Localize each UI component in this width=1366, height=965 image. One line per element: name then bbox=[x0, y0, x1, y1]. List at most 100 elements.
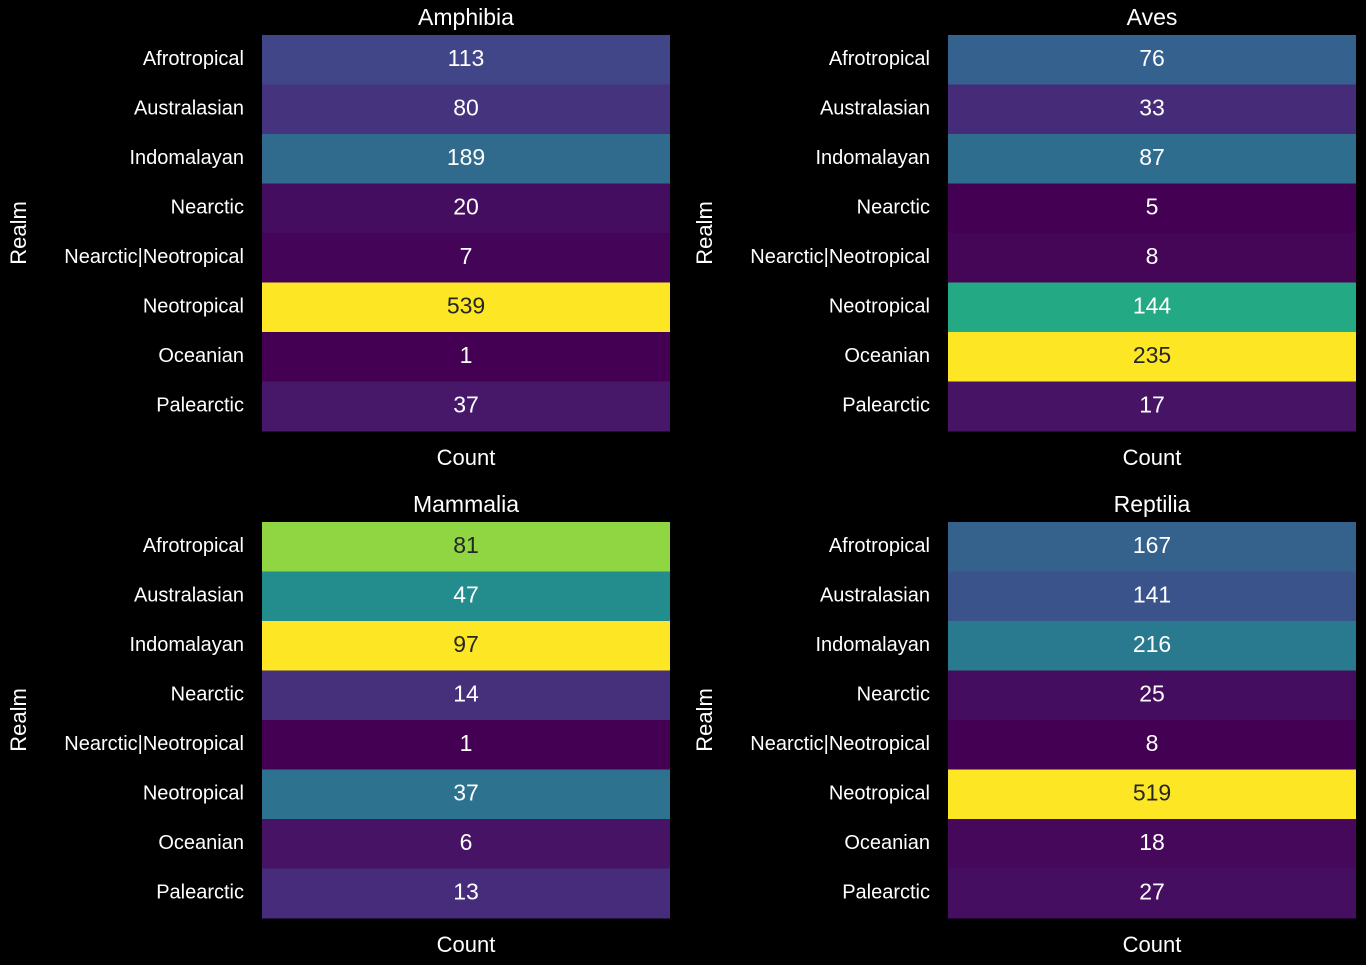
y-tick-label: Indomalayan bbox=[129, 147, 244, 169]
heatmap-panel: Mammalia Count Realm 81 Afrotropical 47 Austra… bbox=[6, 491, 670, 957]
y-tick-label: Oceanian bbox=[844, 345, 930, 367]
cell-value: 1 bbox=[460, 730, 473, 756]
cell-value: 6 bbox=[460, 829, 473, 855]
heatmap-cell bbox=[262, 670, 670, 721]
y-axis-label: Realm bbox=[692, 688, 717, 752]
heatmap-cell bbox=[948, 868, 1356, 919]
cell-value: 235 bbox=[1133, 342, 1171, 368]
y-tick-label: Afrotropical bbox=[829, 535, 930, 557]
cell-value: 167 bbox=[1133, 532, 1171, 558]
y-tick-label: Palearctic bbox=[156, 882, 244, 904]
y-tick-label: Oceanian bbox=[158, 345, 244, 367]
heatmap-cell bbox=[262, 720, 670, 770]
y-tick-label: Nearctic|Neotropical bbox=[64, 733, 244, 755]
heatmap-cell bbox=[948, 35, 1356, 85]
heatmap-cell bbox=[262, 522, 670, 572]
panel-title: Aves bbox=[1127, 4, 1178, 30]
heatmap-cell bbox=[262, 183, 670, 234]
cell-value: 189 bbox=[447, 144, 485, 170]
cell-value: 13 bbox=[453, 878, 479, 904]
y-tick-label: Afrotropical bbox=[829, 48, 930, 70]
heatmap-cell bbox=[262, 134, 670, 184]
heatmap-cell bbox=[948, 769, 1356, 820]
heatmap-cell bbox=[262, 282, 670, 333]
cell-value: 7 bbox=[460, 243, 473, 269]
heatmap-cell bbox=[262, 868, 670, 919]
y-tick-label: Neotropical bbox=[143, 783, 244, 805]
heatmap-cell bbox=[948, 720, 1356, 770]
y-axis-label: Realm bbox=[6, 201, 31, 265]
cell-value: 27 bbox=[1139, 878, 1165, 904]
y-tick-label: Afrotropical bbox=[143, 48, 244, 70]
cell-value: 37 bbox=[453, 391, 479, 417]
y-tick-label: Indomalayan bbox=[129, 634, 244, 656]
cell-value: 20 bbox=[453, 193, 479, 219]
y-tick-label: Australasian bbox=[134, 98, 244, 120]
cell-value: 5 bbox=[1146, 193, 1159, 219]
heatmap-cell bbox=[948, 183, 1356, 234]
y-tick-label: Nearctic|Neotropical bbox=[64, 246, 244, 268]
cell-value: 18 bbox=[1139, 829, 1165, 855]
heatmap-cell bbox=[948, 332, 1356, 382]
heatmap-panel: Reptilia Count Realm 167 Afrotropical 141 Aust… bbox=[692, 491, 1356, 957]
cell-value: 113 bbox=[448, 45, 485, 71]
cell-value: 37 bbox=[453, 779, 479, 805]
heatmap-cell bbox=[262, 571, 670, 622]
cell-value: 8 bbox=[1146, 730, 1159, 756]
heatmap-cell bbox=[262, 332, 670, 382]
y-tick-label: Australasian bbox=[820, 585, 930, 607]
heatmap-cell bbox=[262, 35, 670, 85]
y-tick-label: Palearctic bbox=[842, 882, 930, 904]
heatmap-cell bbox=[948, 282, 1356, 333]
x-axis-label: Count bbox=[1123, 445, 1182, 470]
x-axis-label: Count bbox=[1123, 932, 1182, 957]
cell-value: 216 bbox=[1133, 631, 1171, 657]
heatmap-panel: Aves Count Realm 76 Afrotropical 33 Australasi… bbox=[692, 4, 1356, 470]
y-tick-label: Nearctic|Neotropical bbox=[750, 246, 930, 268]
cell-value: 25 bbox=[1139, 680, 1165, 706]
heatmap-cell bbox=[948, 134, 1356, 184]
panel-title: Mammalia bbox=[413, 491, 519, 517]
heatmap-cell bbox=[948, 571, 1356, 622]
heatmap-cell bbox=[948, 84, 1356, 135]
cell-value: 519 bbox=[1133, 779, 1171, 805]
y-tick-label: Neotropical bbox=[143, 296, 244, 318]
cell-value: 141 bbox=[1133, 581, 1171, 607]
cell-value: 81 bbox=[453, 532, 479, 558]
heatmap-cell bbox=[262, 381, 670, 432]
y-tick-label: Indomalayan bbox=[815, 634, 930, 656]
cell-value: 1 bbox=[460, 342, 473, 368]
y-axis-label: Realm bbox=[6, 688, 31, 752]
heatmap-cell bbox=[262, 621, 670, 671]
y-tick-label: Afrotropical bbox=[143, 535, 244, 557]
panel-title: Reptilia bbox=[1114, 491, 1191, 517]
cell-value: 17 bbox=[1139, 391, 1165, 417]
y-tick-label: Nearctic bbox=[857, 684, 930, 706]
y-tick-label: Indomalayan bbox=[815, 147, 930, 169]
y-tick-label: Australasian bbox=[820, 98, 930, 120]
heatmap-cell bbox=[948, 819, 1356, 869]
cell-value: 97 bbox=[453, 631, 479, 657]
cell-value: 80 bbox=[453, 94, 479, 120]
cell-value: 539 bbox=[447, 292, 485, 318]
panel-title: Amphibia bbox=[418, 4, 514, 30]
y-tick-label: Oceanian bbox=[158, 832, 244, 854]
heatmap-cell bbox=[262, 769, 670, 820]
y-tick-label: Australasian bbox=[134, 585, 244, 607]
heatmap-cell bbox=[948, 381, 1356, 432]
heatmap-panel: Amphibia Count Realm 113 Afrotropical 80 Austr… bbox=[6, 4, 670, 470]
cell-value: 14 bbox=[453, 680, 479, 706]
y-tick-label: Neotropical bbox=[829, 296, 930, 318]
heatmap-cell bbox=[948, 621, 1356, 671]
heatmap-cell bbox=[948, 522, 1356, 572]
y-tick-label: Nearctic bbox=[857, 197, 930, 219]
cell-value: 144 bbox=[1133, 292, 1172, 318]
heatmap-cell bbox=[262, 233, 670, 283]
y-tick-label: Oceanian bbox=[844, 832, 930, 854]
heatmap-cell bbox=[948, 233, 1356, 283]
cell-value: 87 bbox=[1139, 144, 1165, 170]
cell-value: 76 bbox=[1139, 45, 1165, 71]
y-tick-label: Palearctic bbox=[156, 395, 244, 417]
cell-value: 8 bbox=[1146, 243, 1159, 269]
